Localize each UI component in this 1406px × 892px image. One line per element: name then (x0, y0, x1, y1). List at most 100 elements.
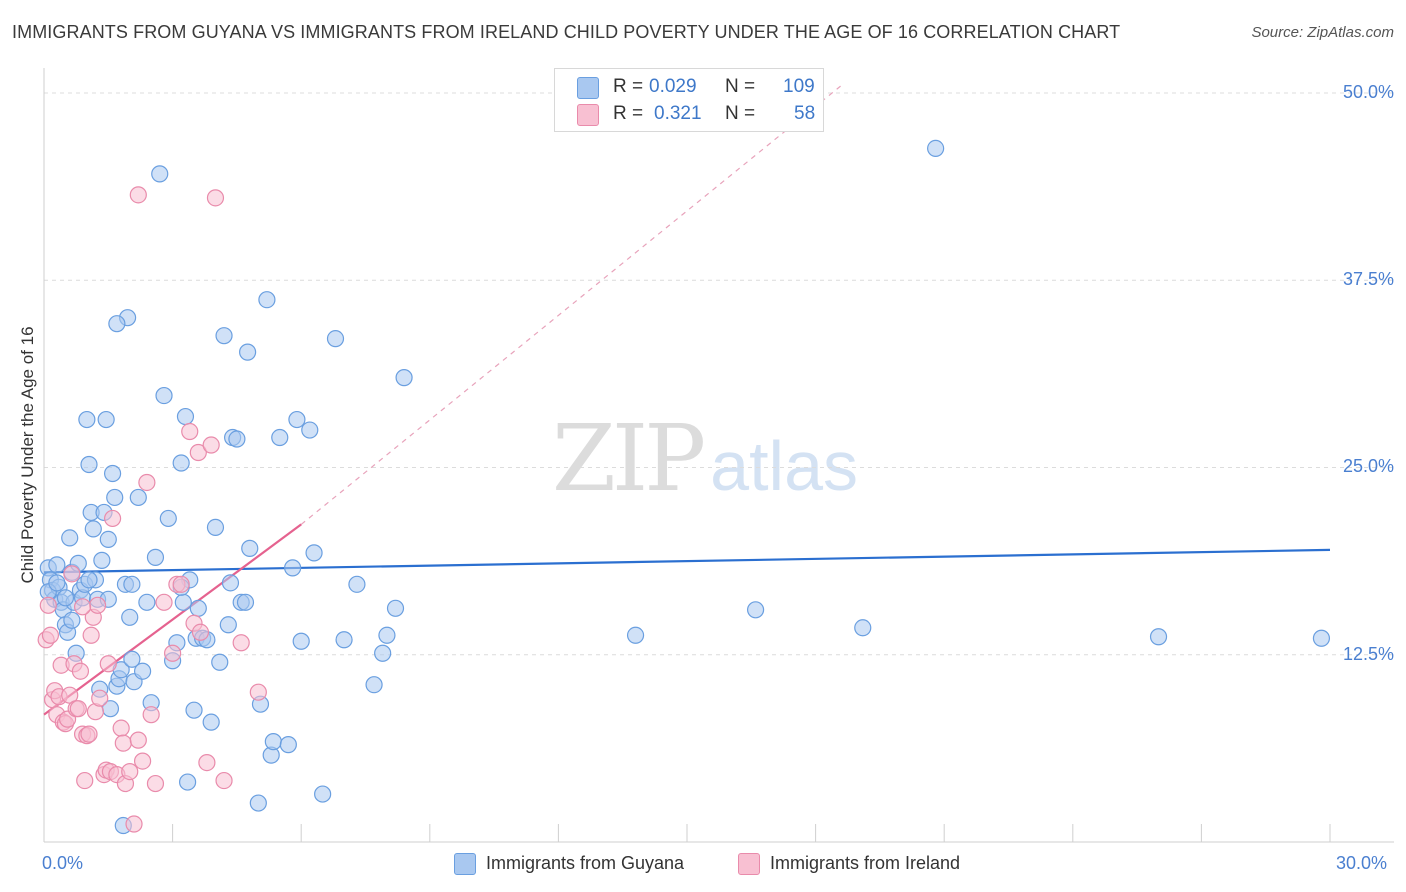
legend-swatch-guyana (577, 77, 599, 99)
point-ireland (133, 752, 152, 770)
point-guyana (215, 327, 233, 345)
watermark: ZIP atlas (552, 405, 858, 512)
point-guyana (78, 410, 96, 429)
point-ireland (73, 598, 92, 616)
legend-label-guyana: Immigrants from Guyana (486, 853, 685, 873)
legend-r-value: 0.029 (649, 76, 697, 97)
point-guyana (236, 593, 255, 611)
point-guyana (80, 455, 98, 474)
point-guyana (56, 589, 75, 607)
point-ireland (71, 662, 90, 680)
point-guyana (48, 574, 66, 592)
point-guyana (159, 509, 177, 528)
legend-r-label: R = (613, 76, 644, 97)
point-guyana (348, 575, 366, 593)
point-ireland (249, 683, 267, 701)
correlation-legend: R = 0.029 N = 109 R = 0.321 N = 58 (554, 68, 824, 132)
point-guyana (927, 139, 945, 158)
point-guyana (61, 529, 79, 547)
point-guyana (241, 539, 259, 557)
source-credit[interactable]: Source: ZipAtlas.com (1251, 24, 1394, 41)
point-ireland (206, 189, 225, 207)
point-guyana (176, 407, 195, 426)
point-guyana (746, 601, 765, 619)
point-ireland (155, 593, 173, 611)
point-guyana (335, 631, 353, 649)
point-guyana (301, 421, 319, 439)
point-guyana (221, 574, 240, 592)
point-guyana (228, 430, 246, 448)
point-ireland (112, 719, 130, 737)
point-ireland (202, 436, 220, 454)
point-guyana (63, 611, 81, 629)
point-guyana (292, 632, 310, 650)
point-guyana (386, 599, 405, 617)
axes (43, 68, 1394, 843)
y-tick-label: 37.5% (1342, 269, 1394, 290)
legend-n-value: 58 (794, 103, 816, 124)
point-guyana (121, 608, 139, 626)
gridlines (44, 92, 1394, 656)
legend-label-ireland: Immigrants from Ireland (770, 853, 961, 873)
point-guyana (284, 559, 302, 577)
point-guyana (378, 626, 396, 644)
legend-r-value: 0.321 (654, 103, 702, 124)
point-ireland (63, 565, 81, 583)
point-guyana (123, 650, 141, 668)
point-ireland (138, 473, 156, 492)
point-guyana (854, 619, 872, 637)
data-points (37, 139, 1331, 835)
point-guyana (271, 428, 289, 447)
legend-swatch-guyana (454, 853, 476, 875)
trend-line-ireland-extension (300, 85, 842, 525)
point-guyana (365, 676, 383, 694)
point-ireland (99, 655, 117, 673)
point-ireland (129, 186, 147, 204)
point-guyana (138, 593, 156, 611)
point-ireland (189, 443, 207, 462)
point-guyana (202, 713, 220, 731)
point-guyana (172, 454, 190, 472)
point-guyana (97, 410, 115, 429)
legend-swatch-ireland (738, 853, 760, 875)
point-guyana (264, 733, 282, 751)
legend-n-label: N = (725, 103, 756, 124)
point-guyana (155, 386, 173, 405)
point-guyana (1312, 629, 1331, 647)
point-guyana (374, 644, 392, 662)
point-guyana (179, 773, 197, 791)
watermark-atlas: atlas (710, 427, 859, 505)
y-tick-label: 50.0% (1342, 81, 1394, 102)
y-tick-label: 25.0% (1342, 456, 1394, 477)
point-ireland (91, 689, 109, 707)
point-guyana (123, 575, 141, 593)
point-ireland (172, 575, 190, 593)
point-ireland (121, 762, 139, 781)
point-guyana (146, 548, 165, 566)
legend-n-label: N = (725, 76, 756, 97)
point-guyana (189, 599, 207, 617)
point-guyana (626, 626, 645, 644)
point-ireland (232, 634, 250, 652)
point-guyana (279, 736, 297, 754)
point-guyana (99, 530, 117, 548)
legend-r-label: R = (613, 103, 644, 124)
point-guyana (1149, 628, 1168, 646)
point-ireland (142, 706, 160, 724)
y-tick-label: 12.5% (1342, 643, 1394, 664)
x-tick-label-max: 30.0% (1336, 853, 1388, 873)
point-ireland (198, 754, 216, 772)
point-ireland (146, 774, 165, 793)
point-guyana (174, 593, 192, 611)
point-guyana (239, 343, 257, 361)
trend-line-ireland (43, 523, 302, 716)
point-ireland (191, 623, 210, 641)
point-ireland (76, 771, 94, 790)
point-ireland (41, 626, 60, 644)
point-guyana (219, 616, 237, 634)
point-guyana (314, 785, 332, 803)
point-guyana (395, 369, 413, 387)
legend-swatch-ireland (577, 104, 599, 126)
trend-line-guyana (43, 548, 1331, 574)
